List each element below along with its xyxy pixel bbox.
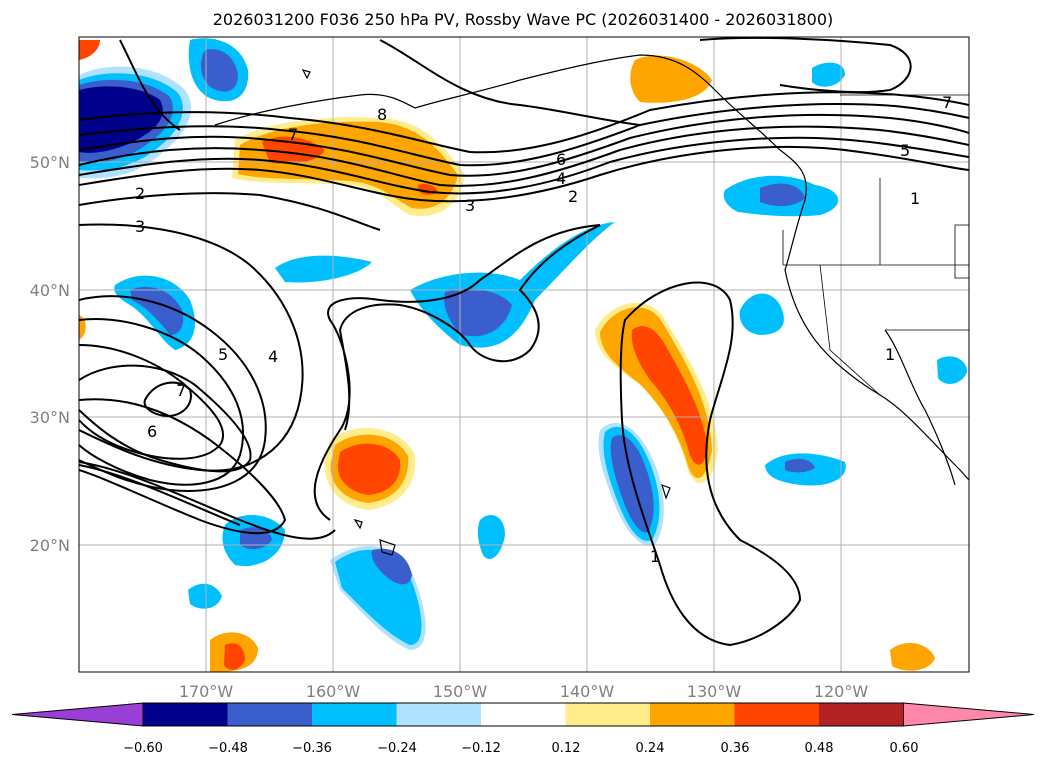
colorbar-tick-label: 0.12 — [552, 741, 581, 756]
longitude-labels: 170°W 160°W 150°W 140°W 130°W 120°W — [179, 682, 869, 701]
colorbar-cell — [734, 703, 820, 726]
colorbar-tick-label: −0.60 — [123, 741, 163, 756]
contour-label: 8 — [377, 105, 387, 124]
contour-label: 1 — [885, 345, 895, 364]
map-panel: 8 7 6 4 2 3 2 3 5 4 7 6 1 5 1 7 1 — [78, 36, 970, 673]
colorbar-tick-label: 0.48 — [805, 741, 834, 756]
colorbar-tick-label: −0.12 — [461, 741, 501, 756]
colorbar-tick-label: 0.60 — [890, 741, 919, 756]
contour-label: 7 — [176, 381, 186, 400]
lat-label: 30°N — [30, 408, 70, 427]
contour-label: 4 — [556, 169, 566, 188]
colorbar-tick-label: −0.36 — [292, 741, 332, 756]
colorbar-extend-high — [903, 702, 1035, 727]
contour-label: 3 — [135, 217, 145, 236]
contour-label: 7 — [942, 93, 952, 112]
colorbar-cell — [565, 703, 651, 726]
colorbar-tick-labels: −0.60 −0.48 −0.36 −0.24 −0.12 0.12 0.24 … — [123, 741, 918, 756]
contour-label: 1 — [650, 547, 660, 566]
colorbar-tick-label: −0.48 — [208, 741, 248, 756]
lon-label: 170°W — [179, 682, 234, 701]
graticule — [79, 37, 969, 672]
contour-label: 4 — [268, 347, 278, 366]
colorbar-extend-low — [11, 702, 144, 727]
lon-label: 140°W — [560, 682, 615, 701]
lat-label: 40°N — [30, 281, 70, 300]
pv-anomaly-fills — [79, 38, 967, 672]
colorbar: −0.60 −0.48 −0.36 −0.24 −0.12 0.12 0.24 … — [11, 702, 1035, 756]
lat-label: 20°N — [30, 536, 70, 555]
colorbar-cell — [650, 703, 735, 726]
lon-label: 130°W — [687, 682, 742, 701]
pv-contours — [79, 37, 969, 647]
colorbar-cells — [11, 702, 1035, 727]
colorbar-cell — [396, 703, 482, 726]
colorbar-cell — [227, 703, 313, 726]
contour-label: 3 — [465, 196, 475, 215]
lon-label: 160°W — [306, 682, 361, 701]
contour-label: 6 — [147, 422, 157, 441]
latitude-labels: 50°N 40°N 30°N 20°N — [30, 153, 70, 555]
contour-labels: 8 7 6 4 2 3 2 3 5 4 7 6 1 5 1 7 1 — [135, 93, 952, 566]
colorbar-tick-label: 0.24 — [636, 741, 665, 756]
contour-label: 5 — [218, 345, 228, 364]
contour-label: 1 — [910, 189, 920, 208]
colorbar-cell — [312, 703, 397, 726]
contour-label: 7 — [288, 125, 298, 144]
contour-label: 5 — [900, 141, 910, 160]
map-title: 2026031200 F036 250 hPa PV, Rossby Wave … — [213, 10, 834, 29]
colorbar-tick-label: 0.36 — [721, 741, 750, 756]
lon-label: 150°W — [433, 682, 488, 701]
colorbar-cell — [143, 703, 228, 726]
colorbar-cell — [481, 703, 566, 726]
contour-label: 2 — [135, 184, 145, 203]
contour-label: 6 — [556, 150, 566, 169]
colorbar-outline — [142, 702, 904, 727]
colorbar-tick-label: −0.24 — [377, 741, 417, 756]
lat-label: 50°N — [30, 153, 70, 172]
contour-label: 2 — [568, 187, 578, 206]
colorbar-cell — [819, 703, 904, 726]
lon-label: 120°W — [814, 682, 869, 701]
